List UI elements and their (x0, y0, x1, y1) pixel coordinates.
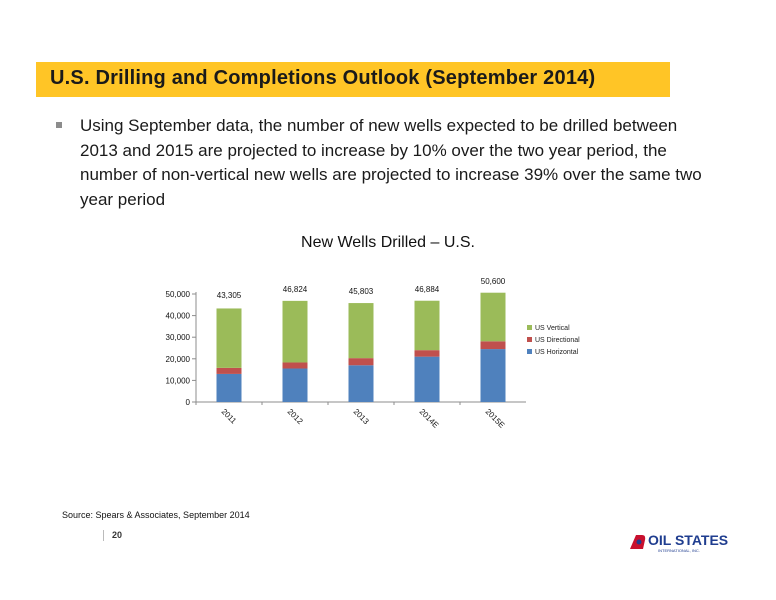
logo-subtext: INTERNATIONAL, INC. (658, 548, 700, 553)
y-tick-label: 20,000 (166, 355, 191, 364)
bar-segment-us-directional (480, 341, 506, 350)
source-note: Source: Spears & Associates, September 2… (62, 510, 250, 520)
legend-label: US Directional (535, 337, 580, 344)
legend-swatch (527, 337, 532, 342)
bar-segment-us-vertical (216, 308, 242, 368)
bar-segment-us-horizontal (414, 356, 440, 402)
legend-label: US Vertical (535, 325, 570, 332)
bullet-square-icon (56, 122, 62, 128)
bar-segment-us-vertical (282, 300, 308, 363)
bar-segment-us-directional (414, 350, 440, 357)
bar-segment-us-vertical (348, 303, 374, 359)
bar-segment-us-horizontal (480, 349, 506, 402)
data-label-total: 50,600 (481, 277, 506, 286)
data-label-total: 43,305 (217, 291, 242, 300)
bar-segment-us-directional (348, 358, 374, 366)
y-tick-label: 40,000 (166, 312, 191, 321)
bar-segment-us-horizontal (348, 365, 374, 402)
page-separator (103, 530, 104, 541)
data-label-total: 45,803 (349, 287, 374, 296)
x-tick-label: 2015E (484, 407, 507, 430)
x-tick-label: 2014E (418, 407, 441, 430)
bar-segment-us-vertical (414, 300, 440, 351)
legend-swatch (527, 349, 532, 354)
logo-text: OIL STATES (648, 532, 728, 548)
bar-segment-us-vertical (480, 292, 506, 342)
y-tick-label: 50,000 (166, 290, 191, 299)
legend-label: US Horizontal (535, 349, 579, 356)
bar-segment-us-directional (282, 362, 308, 369)
bar-segment-us-horizontal (216, 373, 242, 402)
title-bar: U.S. Drilling and Completions Outlook (S… (36, 62, 670, 97)
x-tick-label: 2012 (286, 407, 305, 426)
legend-swatch (527, 325, 532, 330)
bar-segment-us-directional (216, 367, 242, 374)
x-tick-label: 2011 (220, 407, 239, 426)
data-label-total: 46,824 (283, 285, 308, 294)
page-number: 20 (112, 530, 123, 540)
bullet-text: Using September data, the number of new … (80, 116, 702, 209)
y-tick-label: 30,000 (166, 333, 191, 342)
oil-states-logo: OIL STATES INTERNATIONAL, INC. (630, 532, 728, 553)
y-tick-label: 10,000 (166, 376, 191, 385)
y-tick-label: 0 (186, 398, 191, 407)
chart-title: New Wells Drilled – U.S. (301, 234, 475, 251)
slide-title: U.S. Drilling and Completions Outlook (S… (50, 67, 596, 89)
bar-segment-us-horizontal (282, 368, 308, 402)
data-label-total: 46,884 (415, 285, 440, 294)
x-tick-label: 2013 (352, 407, 371, 426)
